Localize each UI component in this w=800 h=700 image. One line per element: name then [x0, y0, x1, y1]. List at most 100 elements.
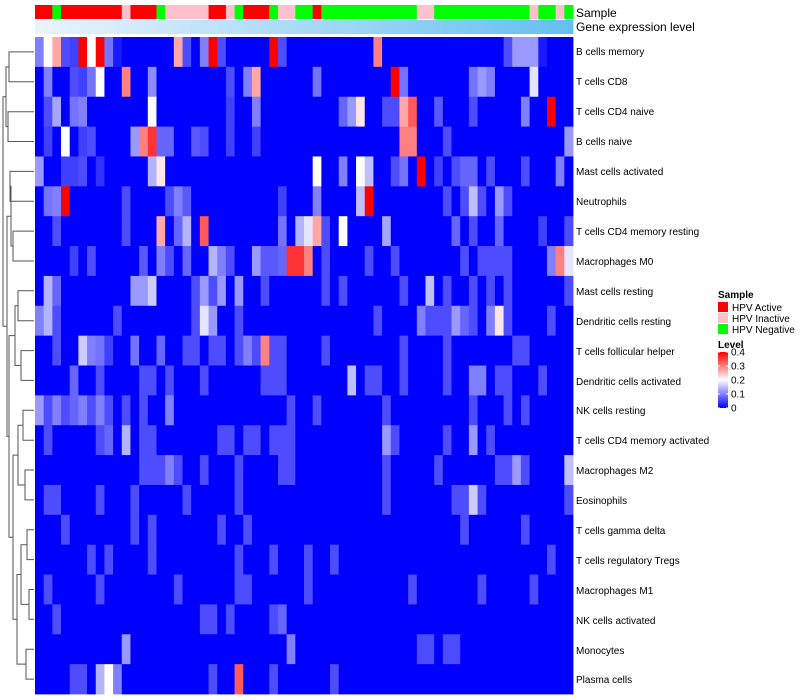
heatmap-cell — [477, 156, 487, 187]
heatmap-cell — [121, 96, 131, 127]
gene-expression-annotation-cell — [87, 20, 97, 34]
heatmap-cell — [503, 126, 513, 157]
heatmap-cell — [468, 664, 478, 695]
heatmap-cell — [156, 514, 166, 546]
heatmap-cell — [382, 216, 392, 247]
heatmap-cell — [251, 96, 262, 127]
heatmap-cell — [234, 216, 244, 247]
heatmap-cell — [468, 126, 478, 157]
heatmap-cell — [234, 604, 244, 635]
heatmap-cell — [69, 455, 79, 486]
heatmap-cell — [503, 216, 513, 247]
heatmap-cell — [121, 604, 131, 635]
gene-expression-annotation-cell — [460, 20, 470, 34]
heatmap-cell — [321, 156, 331, 187]
heatmap-cell — [104, 574, 114, 605]
heatmap-cell — [69, 126, 79, 157]
heatmap-cell — [451, 335, 461, 366]
heatmap-cell — [494, 66, 504, 98]
dendrogram-branch — [26, 529, 34, 561]
sample-annotation-cell — [286, 5, 296, 19]
heatmap-cell — [347, 246, 357, 277]
heatmap-cell — [43, 484, 53, 516]
heatmap-cell — [564, 275, 574, 307]
heatmap-cell — [156, 544, 166, 575]
heatmap-cell — [269, 395, 279, 426]
heatmap-cell — [312, 425, 322, 456]
heatmap-cell — [520, 246, 531, 277]
heatmap-cell — [520, 335, 531, 366]
sample-annotation-cell — [304, 5, 314, 19]
dendrogram-branch — [8, 51, 34, 83]
heatmap-cell — [43, 544, 53, 575]
heatmap-cell — [191, 574, 201, 605]
heatmap-cell — [130, 544, 140, 575]
heatmap-cell — [286, 186, 296, 217]
heatmap-cell — [555, 574, 565, 605]
heatmap-cell — [217, 484, 227, 516]
heatmap-cell — [35, 395, 45, 426]
heatmap-cell — [477, 216, 487, 247]
heatmap-cell — [234, 455, 244, 486]
heatmap-cell — [87, 425, 97, 456]
heatmap-cell — [312, 514, 322, 546]
heatmap-cell — [52, 335, 62, 366]
heatmap-cell — [460, 365, 470, 396]
sample-annotation-cell — [442, 5, 452, 19]
heatmap-cell — [104, 664, 114, 695]
level-tick-label: 0.2 — [731, 376, 745, 387]
row-label: NK cells resting — [576, 406, 645, 417]
heatmap-cell — [260, 574, 270, 605]
heatmap-cell — [208, 216, 218, 247]
heatmap-cell — [399, 335, 409, 366]
heatmap-cell — [225, 425, 235, 456]
sample-annotation-cell — [121, 5, 131, 19]
heatmap-cell — [520, 365, 531, 396]
heatmap-cell — [113, 365, 123, 396]
heatmap-cell — [217, 66, 227, 98]
heatmap-cell — [486, 544, 496, 575]
heatmap-cell — [330, 484, 340, 516]
heatmap-cell — [147, 305, 157, 337]
heatmap-cell — [338, 335, 348, 366]
row-label: Eosinophils — [576, 496, 627, 507]
heatmap-cell — [330, 96, 340, 127]
sample-annotation-cell — [434, 5, 444, 19]
heatmap-cell — [225, 395, 235, 426]
heatmap-cell — [147, 365, 157, 396]
gene-expression-annotation-cell — [312, 20, 322, 34]
row-label: Macrophages M0 — [576, 257, 654, 268]
heatmap-cell — [147, 96, 157, 127]
heatmap-cell — [460, 514, 470, 546]
heatmap-cell — [382, 156, 392, 187]
heatmap-cell — [61, 455, 71, 486]
heatmap-cell — [78, 425, 88, 456]
heatmap-cell — [494, 544, 504, 575]
heatmap-cell — [269, 37, 279, 68]
heatmap-cell — [251, 275, 262, 307]
heatmap-cell — [156, 664, 166, 695]
heatmap-cell — [494, 425, 504, 456]
heatmap-cell — [130, 216, 140, 247]
heatmap-cell — [139, 664, 149, 695]
heatmap-cell — [243, 156, 253, 187]
heatmap-cell — [95, 365, 105, 396]
heatmap-cell — [78, 484, 88, 516]
heatmap-cell — [390, 484, 400, 516]
heatmap-cell — [373, 66, 383, 98]
heatmap-cell — [156, 216, 166, 247]
heatmap-cell — [147, 574, 157, 605]
heatmap-cell — [295, 96, 305, 127]
heatmap-cell — [460, 425, 470, 456]
heatmap-cell — [156, 126, 166, 157]
heatmap-cell — [191, 96, 201, 127]
heatmap-cell — [364, 395, 374, 426]
heatmap-cell — [295, 275, 305, 307]
heatmap-cell — [382, 365, 392, 396]
heatmap-cell — [113, 305, 123, 337]
sample-annotation-cell — [295, 5, 305, 19]
sample-annotation-cell — [408, 5, 418, 19]
heatmap-cell — [434, 544, 444, 575]
heatmap-cell — [477, 275, 487, 307]
gene-expression-annotation-cell — [243, 20, 253, 34]
